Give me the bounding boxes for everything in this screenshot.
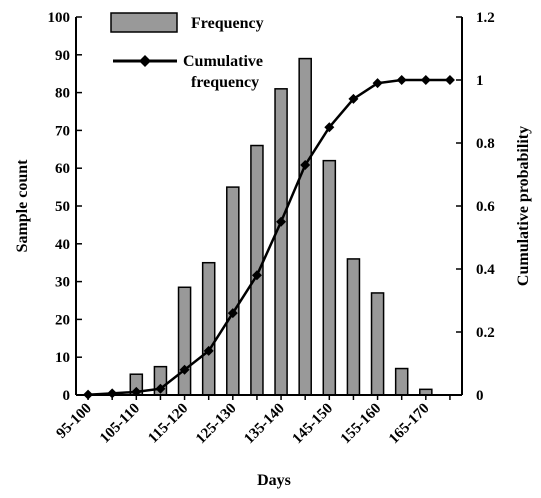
- bar-125-130: [226, 186, 240, 396]
- x-tick-label: 165-170: [386, 401, 433, 448]
- y2-tick-label: 0.4: [476, 262, 495, 278]
- y2-tick-label: 0.6: [476, 199, 495, 215]
- y-tick-label: 20: [55, 312, 70, 328]
- bar-160-165: [394, 367, 409, 396]
- y-tick-label: 10: [55, 350, 70, 366]
- bar-155-160: [370, 292, 385, 396]
- bar-115-120: [177, 286, 192, 396]
- ticks-layer: 0 10 20 30 40 50 60 70 80 90 100 0 0.2 0.4 0.6 0.8 1 1.2 9…: [48, 10, 496, 447]
- x-tick-label: 115-120: [145, 401, 191, 447]
- legend: Frequency Cumulative frequency: [110, 12, 264, 91]
- x-tick-label: 105-110: [97, 401, 143, 447]
- cumulative-point-120-125: [203, 345, 214, 356]
- cumulative-frequency-line: [87, 78, 450, 396]
- y2-tick-label: 1: [476, 73, 484, 89]
- legend-diamond-marker: [139, 55, 151, 67]
- y-axis-title: Sample count: [14, 159, 31, 253]
- bar-140-145: [298, 57, 312, 396]
- legend-bar-label: Frequency: [191, 15, 264, 32]
- cumulative-point-115-120: [179, 364, 190, 375]
- y-tick-label: 70: [55, 123, 70, 139]
- cumulative-line-layer: [83, 75, 455, 400]
- cumulative-point-170-175: [444, 75, 455, 85]
- bar-130-135: [250, 144, 264, 396]
- cumulative-point-105-110: [131, 386, 142, 397]
- cumulative-point-145-150: [324, 122, 335, 133]
- bar-120-125: [201, 261, 216, 396]
- y2-tick-label: 0.2: [476, 325, 495, 341]
- x-tick-label: 95-100: [54, 401, 95, 442]
- bars-layer: [129, 57, 433, 396]
- cumulative-point-130-135: [251, 270, 262, 281]
- cumulative-point-110-115: [155, 383, 166, 394]
- y-tick-label: 80: [55, 86, 70, 102]
- x-tick-label: 135-140: [241, 401, 288, 448]
- bar-135-140: [274, 88, 288, 396]
- x-tick-label: 145-150: [289, 401, 336, 448]
- axes-layer: [75, 17, 463, 396]
- y2-tick-label: 1.2: [476, 10, 495, 26]
- y2-tick-label: 0: [476, 388, 484, 404]
- y-tick-label: 0: [63, 388, 71, 404]
- x-tick-label: 125-130: [193, 401, 240, 448]
- y-tick-label: 60: [55, 161, 70, 177]
- legend-line-label-1: Cumulative: [183, 53, 263, 70]
- y2-tick-label: 0.8: [476, 136, 495, 152]
- bar-145-150: [322, 159, 337, 396]
- x-axis-title: Days: [257, 472, 291, 489]
- cumulative-point-160-165: [396, 75, 407, 85]
- y-tick-label: 100: [48, 10, 71, 26]
- cumulative-point-140-145: [300, 160, 311, 171]
- y2-axis-title: Cumulative probability: [515, 126, 532, 286]
- x-tick-label: 155-160: [338, 401, 385, 448]
- cumulative-point-135-140: [276, 216, 287, 227]
- y-tick-label: 40: [55, 237, 70, 253]
- cumulative-point-150-155: [348, 93, 359, 104]
- bar-150-155: [346, 258, 361, 396]
- legend-bar-swatch: [110, 12, 178, 33]
- cumulative-point-100-105: [107, 388, 118, 399]
- y-tick-label: 50: [55, 199, 70, 215]
- legend-line-label-2: frequency: [191, 74, 259, 91]
- y-tick-label: 90: [55, 48, 70, 64]
- cumulative-point-125-130: [227, 308, 238, 319]
- cumulative-point-155-160: [372, 78, 383, 89]
- cumulative-point-95-100: [83, 389, 94, 400]
- y-tick-label: 30: [55, 275, 70, 291]
- cumulative-point-165-170: [420, 75, 431, 85]
